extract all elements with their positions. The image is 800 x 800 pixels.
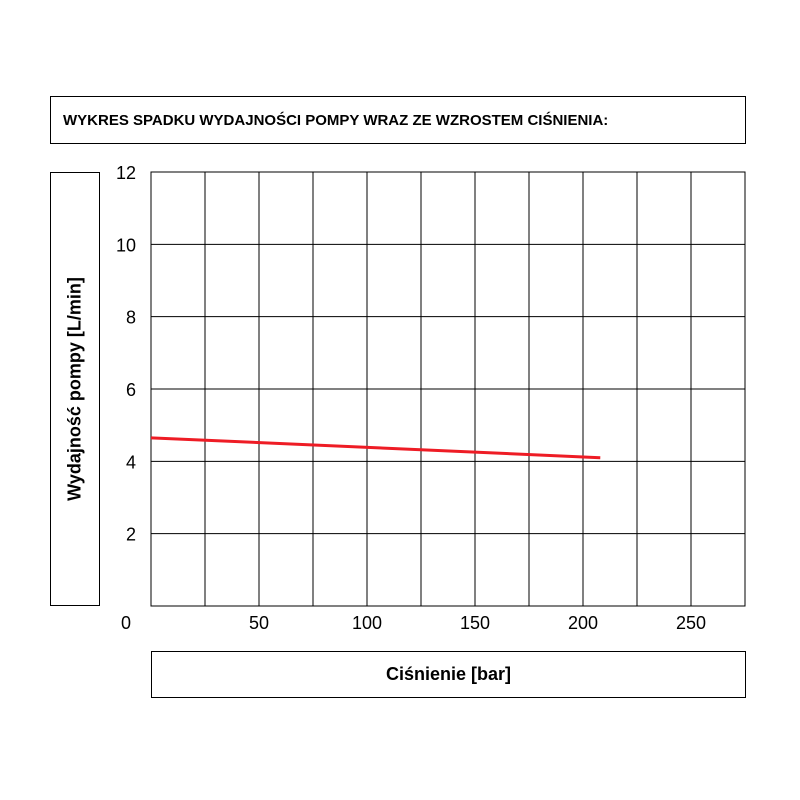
x-tick-label: 100: [352, 613, 382, 633]
x-axis-label: Ciśnienie [bar]: [151, 651, 746, 698]
y-tick-label: 4: [126, 452, 136, 472]
x-tick-label: 150: [460, 613, 490, 633]
x-tick-label: 0: [121, 613, 131, 633]
y-tick-label: 6: [126, 380, 136, 400]
y-tick-label: 8: [126, 308, 136, 328]
x-tick-label: 50: [249, 613, 269, 633]
x-tick-label: 250: [676, 613, 706, 633]
y-tick-label: 2: [126, 525, 136, 545]
y-axis-label-box: Wydajność pompy [L/min]: [50, 172, 100, 606]
y-tick-label: 12: [116, 163, 136, 183]
chart-title: WYKRES SPADKU WYDAJNOŚCI POMPY WRAZ ZE W…: [50, 96, 746, 144]
y-tick-label: 10: [116, 235, 136, 255]
series-line: [150, 436, 601, 460]
x-tick-label: 200: [568, 613, 598, 633]
